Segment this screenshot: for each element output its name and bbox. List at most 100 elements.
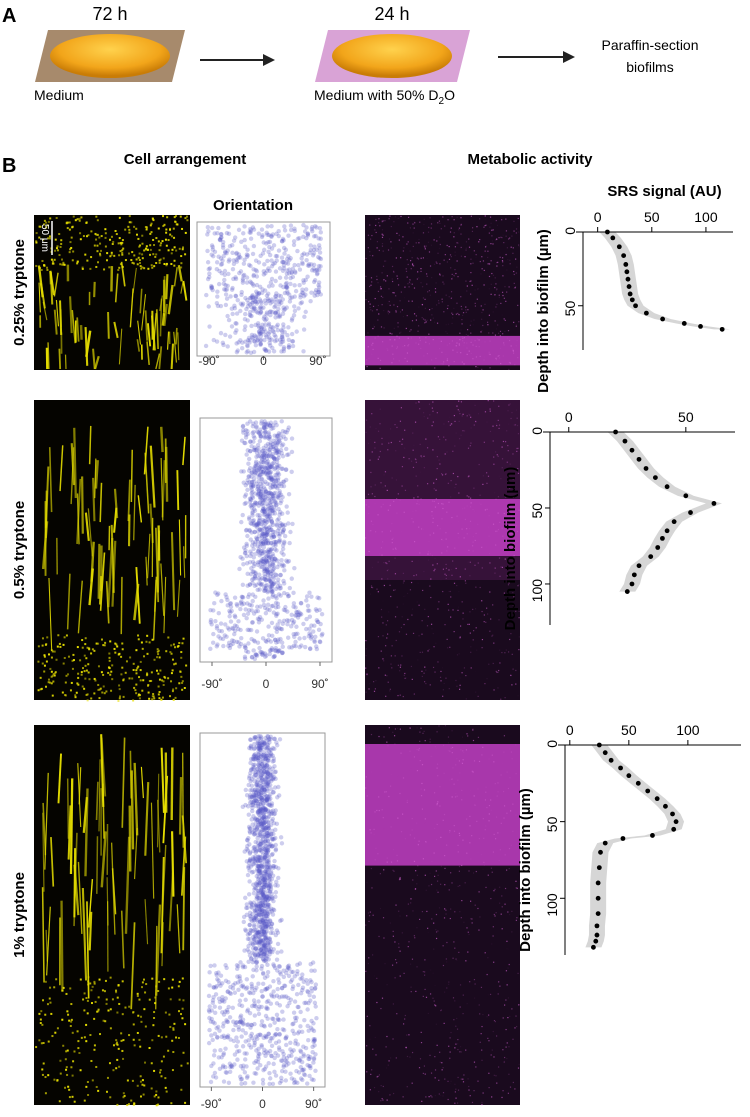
- speckle: [506, 1058, 507, 1059]
- speckle: [475, 905, 476, 906]
- speckle: [373, 349, 374, 350]
- orientation-dot: [230, 324, 234, 328]
- cell: [142, 679, 144, 681]
- speckle: [380, 360, 381, 361]
- speckle: [494, 1020, 495, 1021]
- orientation-dot: [282, 251, 286, 255]
- cell: [109, 640, 111, 642]
- cell: [67, 673, 69, 675]
- cell: [92, 648, 94, 650]
- orientation-dot: [292, 644, 296, 648]
- speckle: [458, 591, 459, 592]
- speckle: [485, 792, 486, 793]
- cell: [63, 663, 65, 665]
- speckle: [470, 918, 471, 919]
- speckle: [436, 804, 437, 805]
- speckle: [400, 695, 401, 696]
- speckle: [449, 885, 450, 886]
- cell: [85, 1040, 87, 1042]
- speckle: [366, 504, 367, 505]
- orientation-dot: [295, 249, 299, 253]
- cell: [128, 232, 130, 234]
- speckle: [508, 651, 509, 652]
- speckle: [510, 1087, 511, 1088]
- cell: [57, 249, 59, 251]
- speckle: [479, 339, 480, 340]
- cell: [118, 254, 120, 256]
- cell: [98, 1009, 100, 1011]
- speckle: [507, 247, 508, 248]
- cell: [132, 1011, 134, 1013]
- speckle: [452, 958, 453, 959]
- speckle: [383, 1086, 384, 1087]
- speckle: [498, 1066, 499, 1067]
- speckle: [450, 480, 451, 481]
- speckle: [498, 619, 499, 620]
- speckle: [378, 562, 379, 563]
- cell: [137, 263, 139, 265]
- speckle: [481, 547, 482, 548]
- speckle: [371, 281, 372, 282]
- speckle: [438, 303, 439, 304]
- orientation-dot: [284, 504, 288, 508]
- speckle: [412, 511, 413, 512]
- speckle: [410, 902, 411, 903]
- cell: [126, 1104, 128, 1106]
- speckle: [486, 483, 487, 484]
- speckle: [499, 557, 500, 558]
- speckle: [477, 1081, 478, 1082]
- speckle: [456, 345, 457, 346]
- cell: [71, 682, 73, 684]
- speckle: [404, 789, 405, 790]
- speckle: [454, 269, 455, 270]
- speckle: [376, 810, 377, 811]
- orientation-dot: [275, 611, 279, 615]
- speckle: [456, 303, 457, 304]
- speckle: [371, 734, 372, 735]
- orientation-dot: [210, 226, 214, 230]
- speckle: [499, 650, 500, 651]
- cell: [153, 244, 155, 246]
- cell: [80, 979, 82, 981]
- speckle: [419, 732, 420, 733]
- speckle: [471, 835, 472, 836]
- speckle: [509, 237, 510, 238]
- speckle: [370, 255, 371, 256]
- cell: [135, 672, 137, 674]
- orientation-dot: [263, 491, 267, 495]
- orientation-dot: [251, 560, 255, 564]
- cell: [175, 687, 177, 689]
- orientation-dot: [274, 291, 278, 295]
- speckle: [398, 665, 399, 666]
- cell: [69, 241, 71, 243]
- speckle: [366, 359, 367, 360]
- cell: [181, 1017, 183, 1019]
- speckle: [465, 519, 466, 520]
- orientation-dot: [284, 447, 288, 451]
- speckle: [511, 911, 512, 912]
- cell: [117, 269, 119, 271]
- speckle: [493, 440, 494, 441]
- speckle: [475, 1066, 476, 1067]
- speckle: [434, 1056, 435, 1057]
- orientation-dot: [277, 649, 281, 653]
- speckle: [417, 500, 418, 501]
- orientation-dot: [243, 502, 247, 506]
- speckle: [379, 250, 380, 251]
- speckle: [388, 796, 389, 797]
- cell: [159, 656, 161, 658]
- cell: [179, 670, 181, 672]
- cell: [41, 1068, 43, 1070]
- speckle: [399, 951, 400, 952]
- speckle: [458, 409, 459, 410]
- speckle: [463, 752, 464, 753]
- speckle: [478, 288, 479, 289]
- speckle: [432, 408, 433, 409]
- orientation-dot: [302, 281, 306, 285]
- orientation-dot: [283, 608, 287, 612]
- orientation-dot: [276, 507, 280, 511]
- cell: [85, 637, 87, 639]
- orientation-dot: [227, 318, 231, 322]
- speckle: [387, 350, 388, 351]
- orientation-dot: [217, 282, 221, 286]
